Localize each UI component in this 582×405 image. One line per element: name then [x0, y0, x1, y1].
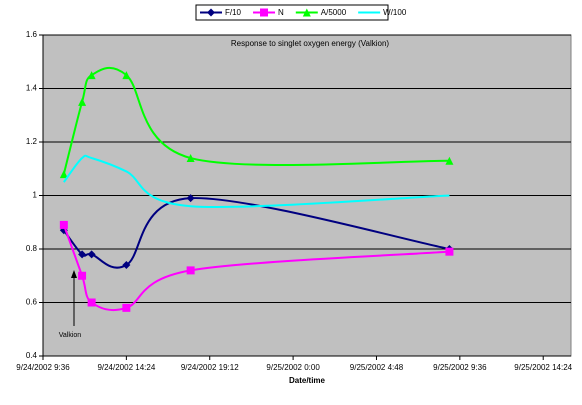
y-tick-label: 0.6 — [26, 298, 38, 307]
y-tick-label: 0.4 — [26, 351, 38, 360]
marker — [78, 97, 87, 106]
marker — [445, 156, 454, 165]
x-tick-label: 9/25/2002 9:36 — [433, 363, 487, 372]
x-tick-label: 9/25/2002 14:24 — [514, 363, 572, 372]
legend — [195, 4, 389, 21]
y-tick-label: 1.4 — [26, 84, 38, 93]
legend-marker — [302, 8, 311, 17]
marker — [87, 250, 96, 259]
marker — [87, 71, 96, 80]
marker — [122, 71, 131, 80]
legend-label: A/5000 — [321, 8, 347, 17]
y-tick-label: 1.2 — [26, 137, 38, 146]
marker — [78, 271, 87, 280]
x-tick-label: 9/24/2002 9:36 — [16, 363, 70, 372]
legend-label: F/10 — [225, 8, 242, 17]
marker — [186, 194, 195, 203]
legend-label: N — [278, 8, 284, 17]
y-tick-label: 1.6 — [26, 30, 38, 39]
y-tick-label: 1 — [33, 191, 38, 200]
marker — [59, 170, 68, 179]
marker — [445, 247, 454, 256]
chart-title: Response to singlet oxygen energy (Valki… — [231, 39, 390, 48]
marker — [122, 303, 131, 312]
series-line — [63, 154, 450, 208]
legend-label: W/100 — [383, 8, 407, 17]
marker — [122, 261, 131, 270]
legend-marker — [207, 8, 215, 17]
annotation-arrowhead — [71, 270, 77, 278]
marker — [186, 154, 195, 163]
marker — [186, 266, 195, 275]
legend-marker — [260, 8, 269, 17]
y-tick-label: 0.8 — [26, 244, 38, 253]
x-tick-label: 9/24/2002 14:24 — [97, 363, 155, 372]
x-tick-label: 9/25/2002 4:48 — [350, 363, 404, 372]
marker — [59, 220, 68, 229]
marker — [87, 298, 96, 307]
marker — [78, 250, 87, 259]
x-axis-label: Date/time — [289, 376, 326, 385]
annotation: Valkion — [59, 332, 82, 339]
x-tick-label: 9/25/2002 0:00 — [266, 363, 320, 372]
x-tick-label: 9/24/2002 19:12 — [181, 363, 239, 372]
